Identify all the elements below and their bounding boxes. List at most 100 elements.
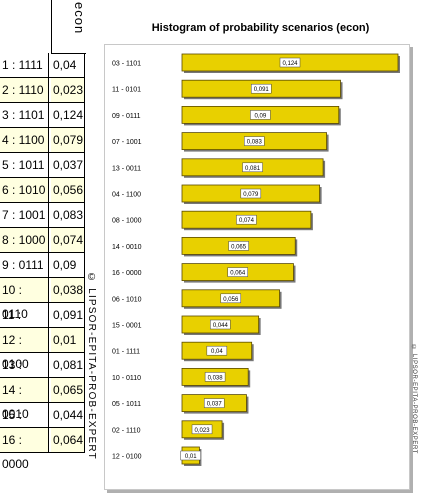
scenario-code: 1 : 1111	[0, 53, 49, 77]
scenario-code: 9 : 0111	[0, 253, 49, 277]
scenario-code: 14 : 0010	[0, 378, 49, 421]
data-label-box	[236, 214, 257, 225]
table-row: 3 : 1101 0,124	[0, 103, 85, 128]
scenario-probability: 0,079	[51, 128, 85, 152]
data-label: 0,083	[247, 140, 263, 146]
category-label: 04 - 1100	[112, 192, 141, 199]
scenario-code: 5 : 1011	[0, 153, 49, 177]
data-label-box	[279, 57, 301, 68]
data-label-box	[203, 398, 225, 408]
scenario-probability: 0,023	[51, 78, 85, 102]
category-label: 03 - 1101	[112, 61, 141, 68]
category-label: 08 - 1000	[112, 218, 142, 225]
data-label-box	[191, 424, 213, 435]
category-label: 02 - 1110	[112, 427, 141, 434]
table-row: 8 : 1000 0,074	[0, 228, 85, 253]
data-label-box	[204, 372, 226, 382]
scenario-probability: 0,04	[51, 53, 85, 77]
scenario-probability: 0,081	[51, 353, 85, 377]
category-label: 06 - 1010	[112, 296, 142, 303]
table-row: 16 : 0000 0,064	[0, 428, 85, 471]
table-header-cell	[51, 0, 86, 54]
table-row: 12 : 0100 0,01	[0, 328, 85, 371]
table-row: 9 : 0111 0,09	[0, 253, 85, 278]
data-label: 0,064	[230, 271, 246, 277]
table-row: 6 : 1010 0,056	[0, 178, 85, 203]
scenario-probability: 0,09	[51, 253, 85, 277]
scenario-probability: 0,091	[51, 303, 85, 327]
scenario-probability: 0,064	[51, 428, 85, 452]
table-header-econ: econ	[72, 2, 87, 35]
table-row: 4 : 1100 0,079	[0, 128, 85, 153]
scenario-code: 15 : 0001	[0, 403, 49, 446]
scenario-code: 13 : 0011	[0, 353, 49, 396]
category-label: 14 - 0010	[112, 244, 142, 251]
scenario-code: 16 : 0000	[0, 428, 49, 471]
bar-chart: 03 - 1101 0,124 11 - 0101 0,091 09 - 0111 0,0…	[112, 53, 400, 466]
scenario-probability: 0,01	[51, 328, 85, 352]
scenario-code: 2 : 1110	[0, 78, 49, 102]
category-label: 11 - 0101	[112, 87, 141, 94]
data-label-box	[244, 136, 265, 146]
data-label-box	[227, 267, 248, 277]
scenario-probability: 0,038	[51, 278, 85, 302]
data-label-box	[180, 450, 201, 461]
data-label: 0,124	[282, 61, 298, 67]
chart-title: Histogram of probability scenarios (econ…	[151, 22, 370, 34]
category-label: 13 - 0011	[112, 165, 141, 172]
right-copyright: © LIPSOR-EPITA-PROB-EXPERT	[411, 345, 417, 455]
scenario-probability: 0,065	[51, 378, 85, 402]
table-row: 7 : 1001 0,083	[0, 203, 85, 228]
data-label: 0,04	[211, 349, 223, 355]
table-row: 10 : 0110 0,038	[0, 278, 85, 321]
category-label: 05 - 1011	[112, 401, 141, 408]
scenario-probability: 0,037	[51, 153, 85, 177]
data-label-box	[206, 345, 228, 356]
category-label: 12 - 0100	[112, 454, 142, 461]
scenario-code: 3 : 1101	[0, 103, 49, 127]
data-label-box	[242, 162, 263, 173]
scenario-code: 8 : 1000	[0, 228, 49, 252]
scenario-probability: 0,124	[51, 103, 85, 127]
scenario-probability: 0,083	[51, 203, 85, 227]
scenario-code: 7 : 1001	[0, 203, 49, 227]
scenario-code: 6 : 1010	[0, 178, 49, 202]
category-label: 16 - 0000	[112, 270, 142, 277]
data-label-box	[228, 241, 249, 251]
category-label: 01 - 1111	[112, 349, 140, 356]
data-label: 0,023	[195, 428, 211, 434]
scenario-code: 12 : 0100	[0, 328, 49, 371]
category-label: 15 - 0001	[112, 323, 142, 330]
data-label: 0,038	[208, 375, 224, 381]
data-label: 0,01	[185, 454, 197, 460]
data-label: 0,056	[223, 297, 239, 303]
data-label: 0,074	[239, 218, 255, 224]
data-label: 0,081	[245, 166, 261, 172]
scenario-code: 11 : 0101	[0, 303, 49, 346]
scenario-probability: 0,074	[51, 228, 85, 252]
data-label: 0,091	[254, 87, 270, 93]
data-label: 0,065	[231, 244, 247, 250]
data-label: 0,044	[213, 323, 229, 329]
table-row: 1 : 1111 0,04	[0, 53, 85, 78]
data-label: 0,09	[255, 113, 267, 119]
table-row: 2 : 1110 0,023	[0, 78, 85, 103]
scenario-code: 10 : 0110	[0, 278, 49, 321]
category-label: 10 - 0110	[112, 375, 141, 382]
data-label-box	[250, 110, 271, 120]
data-label-box	[220, 293, 242, 304]
category-label: 07 - 1001	[112, 139, 142, 146]
category-label: 09 - 0111	[112, 113, 141, 120]
data-label-box	[251, 83, 272, 94]
data-label-box	[240, 188, 262, 199]
table-row: 14 : 0010 0,065	[0, 378, 85, 421]
scenario-probability: 0,056	[51, 178, 85, 202]
scenario-probability: 0,044	[51, 403, 85, 427]
data-label: 0,037	[207, 402, 223, 408]
scenario-code: 4 : 1100	[0, 128, 49, 152]
data-label-box	[210, 319, 231, 330]
table-row: 5 : 1011 0,037	[0, 153, 85, 178]
